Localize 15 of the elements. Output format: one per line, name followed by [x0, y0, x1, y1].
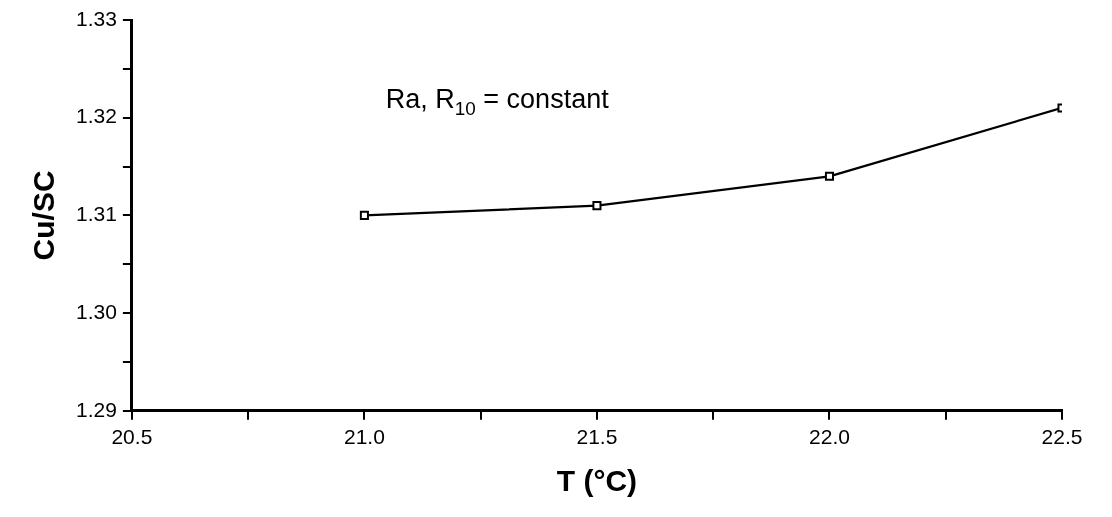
point — [824, 171, 834, 181]
point — [592, 201, 602, 211]
point — [359, 210, 369, 220]
y-axis-title: Cu/SC — [27, 170, 61, 261]
x-tick-label: 21.5 — [576, 425, 618, 449]
x-tick-label: 22.0 — [809, 425, 850, 449]
y-tick-label: 1.30 — [76, 299, 117, 323]
y-tick-label: 1.32 — [76, 104, 117, 128]
x-tick-label: 22.5 — [1041, 425, 1083, 449]
x-tick-label: 21.0 — [343, 425, 385, 449]
y-tick-label: 1.33 — [76, 6, 117, 30]
x-axis-title: T (°C) — [556, 464, 638, 498]
y-tick-label: 1.31 — [76, 202, 117, 226]
y-tick-label: 1.29 — [76, 397, 117, 421]
x-tick-label: 20.5 — [111, 425, 153, 449]
